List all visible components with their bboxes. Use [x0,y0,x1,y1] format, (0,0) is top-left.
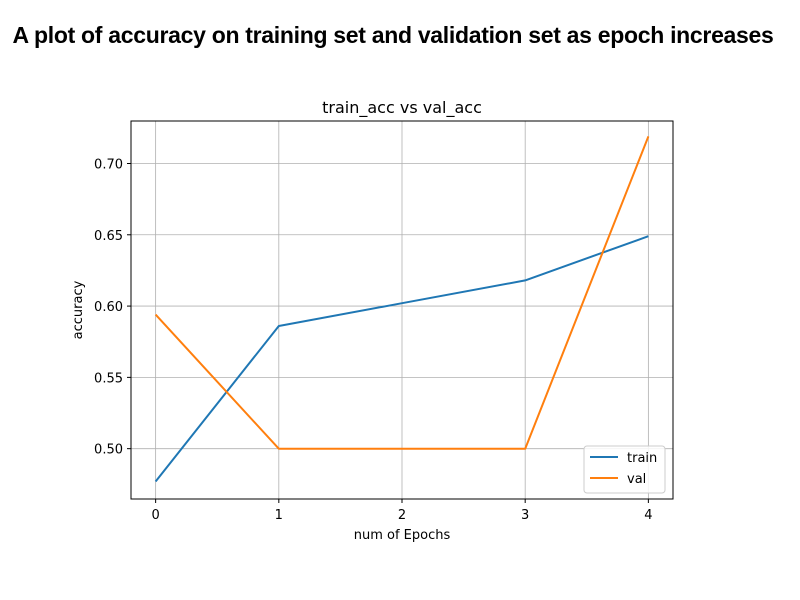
x-tick-label: 0 [151,508,159,523]
y-axis-label: accuracy [71,280,86,339]
legend-train-label: train [627,451,657,466]
series-train-line [154,235,649,483]
y-tick-label: 0.70 [94,157,123,172]
data-series [154,136,650,483]
series-val-line [154,136,650,450]
x-axis-label: num of Epochs [354,528,451,543]
y-axis-ticks: 0.50 0.55 0.60 0.65 0.70 [94,157,131,458]
x-tick-label: 3 [521,508,529,523]
x-axis-ticks: 0 1 2 3 4 [151,499,653,523]
y-tick-label: 0.60 [94,300,123,315]
x-tick-label: 1 [275,508,283,523]
y-tick-label: 0.50 [94,443,123,458]
legend-val-label: val [627,472,646,487]
plot-frame [130,120,674,500]
legend: train val [583,445,666,494]
x-tick-label: 2 [398,508,406,523]
grid-lines [131,121,673,499]
x-tick-label: 4 [644,508,652,523]
y-tick-label: 0.65 [94,229,123,244]
chart-title: train_acc vs val_acc [322,98,482,118]
figure-heading: A plot of accuracy on training set and v… [12,22,774,48]
y-tick-label: 0.55 [94,371,123,386]
